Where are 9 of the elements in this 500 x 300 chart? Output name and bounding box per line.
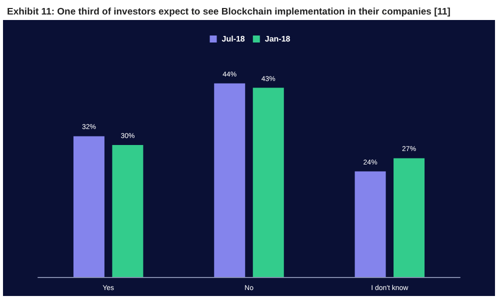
legend-label: Jul-18: [222, 34, 246, 44]
bar: [112, 145, 144, 277]
legend-label: Jan-18: [264, 34, 291, 44]
chart-title: Exhibit 11: One third of investors expect to see Blockchain implementation in their companies [11]: [7, 6, 450, 18]
bar: [354, 171, 386, 277]
bar: [252, 88, 284, 277]
bar: [394, 158, 425, 277]
bar: [214, 83, 246, 277]
bar: [73, 136, 104, 277]
